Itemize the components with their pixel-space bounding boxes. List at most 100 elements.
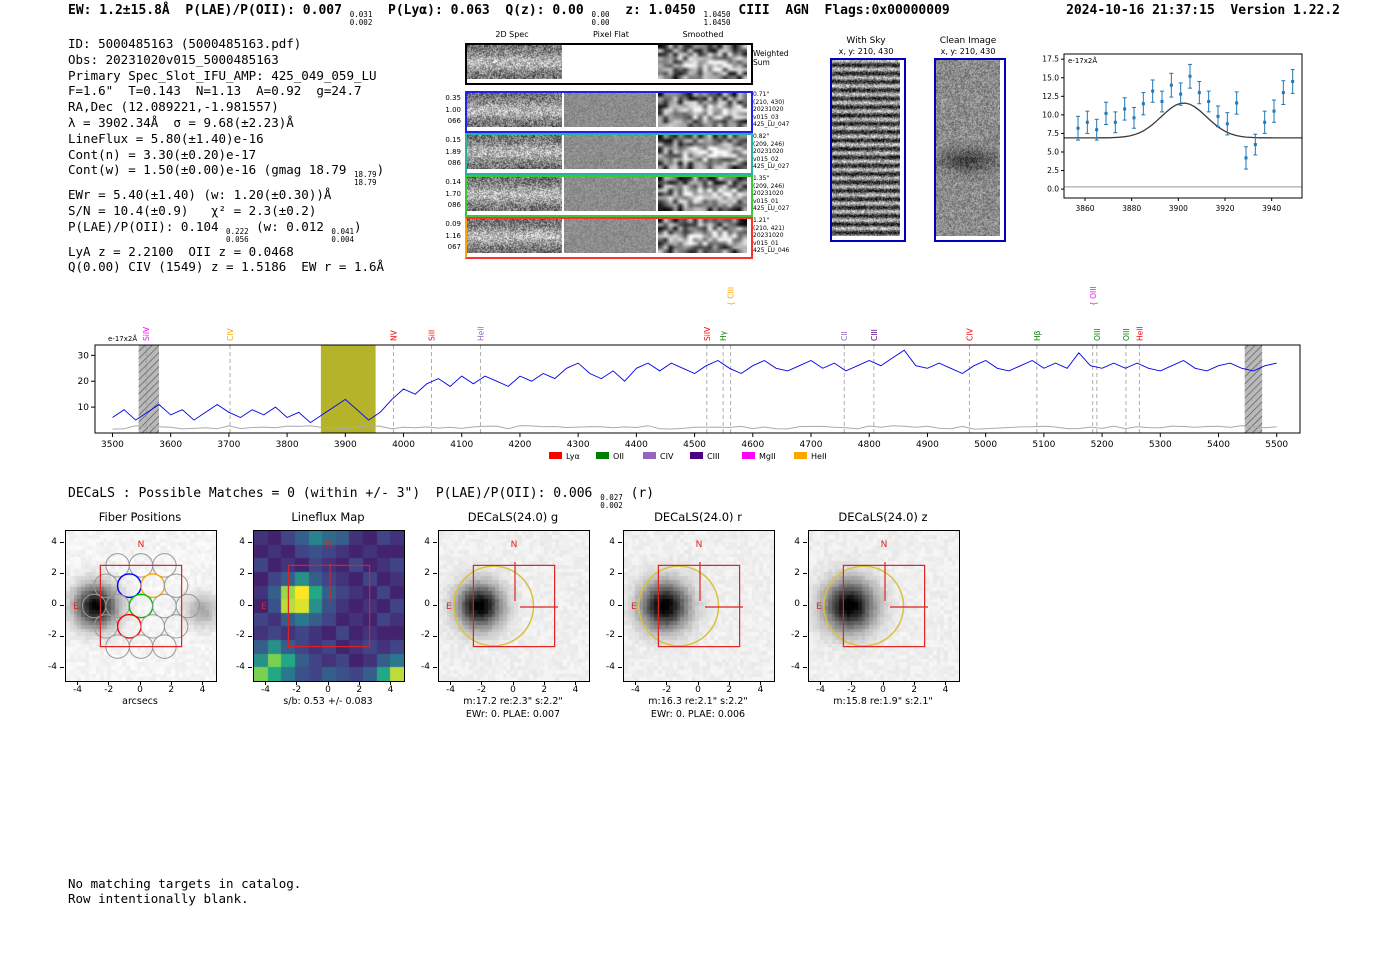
spec2d-strip-blank [564,45,656,79]
y-tick-label: 0 [424,599,430,609]
spec2d-fiber-row [465,175,753,217]
east-label: E [446,602,452,612]
y-tick-label: 0 [239,599,245,609]
cutout-panel-1: Lineflux Map N E -4 -4 -2 -2 0 0 2 2 4 4 s/b: 0.53 +/… [219,508,439,723]
y-tick-label: -2 [421,630,430,641]
fiber-circle [105,593,130,619]
legend-label: CIV [660,452,674,461]
svg-text:5200: 5200 [1091,440,1114,450]
cutout-overlay: NE [631,540,743,648]
info-line: S/N = 10.4(±0.9) χ² = 2.3(±0.2) [68,202,317,218]
svg-text:4400: 4400 [625,440,648,450]
y-tick-mark [248,542,252,543]
east-label: E [816,602,822,612]
spec2d-strip-spec [467,45,562,79]
legend-label: Lyα [566,452,580,461]
y-tick-mark [248,635,252,637]
fiber-row-left-label: 0.15 1.89 086 [445,136,461,167]
x-tick-label: 4 [572,685,579,695]
svg-text:5500: 5500 [1265,440,1288,450]
svg-text:4600: 4600 [741,440,764,450]
emission-line-label: SiIV [142,326,151,341]
decals-image [624,531,774,681]
east-label: E [631,602,637,612]
x-tick-mark [851,681,853,685]
east-label: E [73,602,79,612]
spec2d-strip-smooth [658,45,747,79]
y-tick-mark [803,573,807,575]
lineflux-heatmap-image [254,531,404,681]
fiber-row-right-label: 1.21" (210, 421) 20231020 v015_01 425_LU_046 [753,217,790,254]
legend-swatch [690,452,703,459]
svg-text:4800: 4800 [858,440,881,450]
cutout-overlay: NE [446,540,558,648]
x-tick-label: 4 [942,685,949,695]
svg-text:4200: 4200 [508,440,531,450]
x-tick-mark [666,681,668,685]
spec2d-col-title: Smoothed [682,30,724,39]
spec2d-strip-spec [467,219,562,253]
x-tick-mark [760,681,761,685]
svg-text:20: 20 [78,377,90,387]
flux-units-annotation: e-17x2Å [108,334,137,343]
decals-image [809,531,959,681]
emission-line-label: OIII [1122,328,1131,341]
x-tick-label: -4 [73,685,82,695]
north-label: N [881,540,888,550]
emission-line-label: CIII [870,329,879,341]
cutout-caption-1: m:16.3 re:2.1" s:2.2" [648,696,748,707]
spec2d-weighted-row [465,43,753,85]
y-tick-mark [433,573,437,575]
y-tick-mark [60,573,64,575]
spec2d-fiber-row [465,133,753,175]
cutout-title: Fiber Positions [98,510,182,524]
weighted-sum-label: Weighted Sum [753,49,789,67]
x-tick-label: 4 [199,685,206,695]
x-tick-label: -2 [477,685,487,695]
stacked-uncertainty: 0.027 0.002 [600,493,623,510]
y-tick-mark [618,635,622,637]
legend-swatch [549,452,562,459]
x-tick-label: 2 [726,685,733,695]
x-tick-label: 2 [168,685,175,695]
fiber-circle [163,573,189,598]
stacked-uncertainty: 0.00 0.00 [591,10,610,27]
y-tick-mark [248,604,252,606]
ifu-footprint-square [472,564,556,648]
info-line: Cont(w) = 1.50(±0.00)e-16 (gmag 18.79 18… [68,162,385,188]
svg-text:3860: 3860 [1075,204,1094,213]
x-tick-label: 4 [757,685,764,695]
fiber-row-right-label: 1.35" (209, 246) 20231020 v015_01 425_LU_027 [753,175,790,212]
x-tick-mark [575,681,576,685]
x-tick-mark [108,681,110,685]
x-tick-mark [296,681,298,685]
legend-label: OII [613,452,624,461]
stacked-uncertainty: 1.0450 1.0450 [703,10,731,27]
masked-region [138,345,160,433]
svg-text:4900: 4900 [916,440,939,450]
emission-line-label: Hγ [719,330,728,341]
x-tick-mark [77,681,78,685]
cutout-overlay: NE [816,540,928,648]
x-tick-label: -2 [104,685,114,695]
svg-text:3940: 3940 [1262,204,1281,213]
y-tick-mark [248,667,252,668]
emission-line-label: { OIII [1089,286,1098,306]
y-tick-mark [803,542,807,543]
spec2d-strip-flat [564,135,656,169]
y-tick-label: 4 [239,536,245,547]
cutout-overlay: NE [73,540,201,659]
svg-text:4500: 4500 [683,440,706,450]
svg-text:10: 10 [78,403,90,413]
spec2d-fiber-row [465,91,753,133]
noise-spectrum-line [112,425,1277,430]
info-line: EWr = 5.40(±1.40) (w: 1.20(±0.30))Å [68,187,332,203]
info-line: ID: 5000485163 (5000485163.pdf) [68,36,302,51]
cutout-title: DECaLS(24.0) z [838,510,928,524]
x-tick-mark [543,681,545,685]
y-tick-label: 2 [424,567,430,578]
